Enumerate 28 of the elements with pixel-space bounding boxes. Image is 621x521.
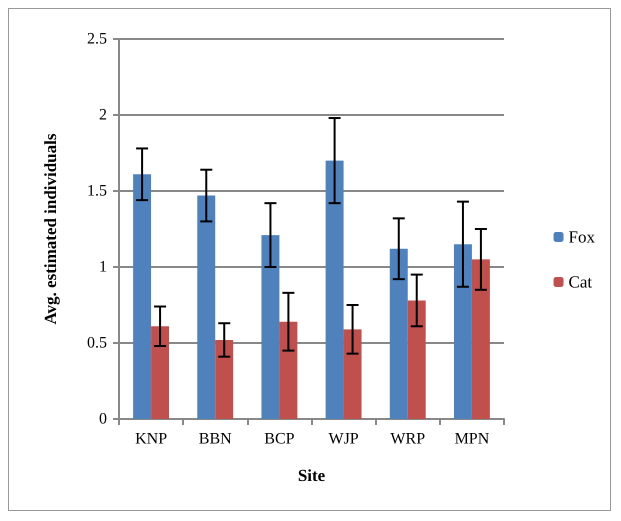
bar xyxy=(326,160,344,419)
y-tick-label: 2.5 xyxy=(87,30,107,48)
bar xyxy=(472,259,490,419)
x-tick-label: KNP xyxy=(135,430,168,448)
x-tick-label: BBN xyxy=(198,430,232,448)
x-tick-label: BCP xyxy=(264,430,295,448)
bar xyxy=(279,322,298,419)
bar xyxy=(215,340,234,419)
bar xyxy=(197,196,216,419)
bar xyxy=(133,174,152,419)
bar xyxy=(454,244,472,419)
y-tick-label: 1 xyxy=(99,258,107,276)
y-tick-label: 0.5 xyxy=(87,334,107,352)
bar xyxy=(390,248,408,419)
legend-label: Fox xyxy=(568,228,596,246)
x-tick-label: WRP xyxy=(390,430,426,448)
y-axis-title: Avg. estimated individuals xyxy=(41,133,60,324)
bar xyxy=(408,300,426,419)
x-tick-label: MPN xyxy=(454,430,490,448)
x-tick-label: WJP xyxy=(328,430,359,448)
x-axis-title: Site xyxy=(298,466,326,485)
bar xyxy=(261,235,280,419)
bar xyxy=(344,329,362,419)
y-tick-label: 1.5 xyxy=(87,182,107,200)
y-tick-label: 0 xyxy=(99,410,107,428)
bar xyxy=(151,326,170,419)
y-tick-label: 2 xyxy=(99,106,107,124)
legend-label: Cat xyxy=(568,272,592,292)
